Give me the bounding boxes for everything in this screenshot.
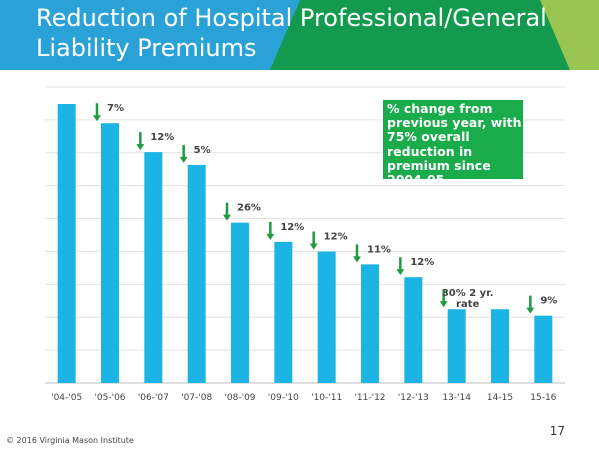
x-tick-label: '08-'09: [224, 393, 255, 403]
bar-1: [57, 104, 76, 383]
x-tick-label: '06-'07: [138, 393, 169, 403]
x-tick-label: '04-'05: [51, 393, 82, 403]
annotation-label: 11%: [367, 244, 391, 255]
bar-2: [101, 123, 119, 383]
annotation-label: 12%: [150, 132, 174, 143]
reduction-arrow-head: [266, 233, 275, 240]
bar-8: [361, 264, 379, 383]
x-tick-label: '12-'13: [398, 393, 429, 403]
reduction-arrow-head: [526, 307, 535, 314]
reduction-arrow-head: [396, 269, 405, 276]
reduction-arrow-head: [353, 256, 361, 263]
reduction-arrow-head: [93, 115, 101, 122]
callout-box: % change from previous year, with 75% ov…: [383, 100, 523, 187]
copyright: © 2016 Virginia Mason Institute: [6, 436, 134, 445]
bar-4: [187, 164, 206, 383]
banner-lime-band: [540, 0, 599, 70]
annotation-label: 30% 2 yr. rate: [442, 288, 494, 310]
reduction-arrow-head: [136, 144, 145, 151]
annotation-label: 12%: [280, 222, 304, 233]
annotation-label: 26%: [237, 203, 261, 214]
annotation-label: 12%: [410, 257, 434, 268]
x-tick-label: '07-'08: [181, 393, 212, 403]
banner-graphic: [0, 0, 599, 70]
x-tick-label: '05-'06: [94, 393, 125, 403]
bar-9: [404, 277, 423, 383]
title-banner: Reduction of Hospital Professional/Gener…: [0, 0, 599, 70]
bar-7: [317, 251, 336, 383]
annotation-label: 12%: [324, 232, 348, 243]
bar-6: [274, 241, 293, 383]
x-tick-label: '09-'10: [268, 393, 299, 403]
x-tick-label: '11-'12: [354, 393, 385, 403]
annotation-label: 5%: [194, 145, 211, 156]
annotation-label: 9%: [540, 296, 557, 307]
reduction-arrow-head: [309, 243, 318, 250]
x-tick-label: 13-'14: [442, 393, 471, 403]
reduction-arrow-head: [179, 156, 188, 163]
bar-11: [491, 309, 509, 383]
reduction-arrow-head: [223, 214, 231, 221]
slide-title: Reduction of Hospital Professional/Gener…: [36, 4, 547, 62]
x-tick-label: '10-'11: [311, 393, 342, 403]
bar-12: [534, 315, 553, 383]
banner-green-band: [270, 0, 599, 70]
bar-10: [447, 309, 466, 383]
reduction-arrow-head: [439, 301, 448, 308]
x-tick-label: 14-15: [487, 393, 513, 403]
bar-3: [144, 152, 163, 383]
page-number: 17: [549, 424, 565, 438]
x-tick-label: 15-16: [530, 393, 556, 403]
bar-5: [231, 222, 249, 383]
annotation-label: 7%: [107, 103, 124, 114]
